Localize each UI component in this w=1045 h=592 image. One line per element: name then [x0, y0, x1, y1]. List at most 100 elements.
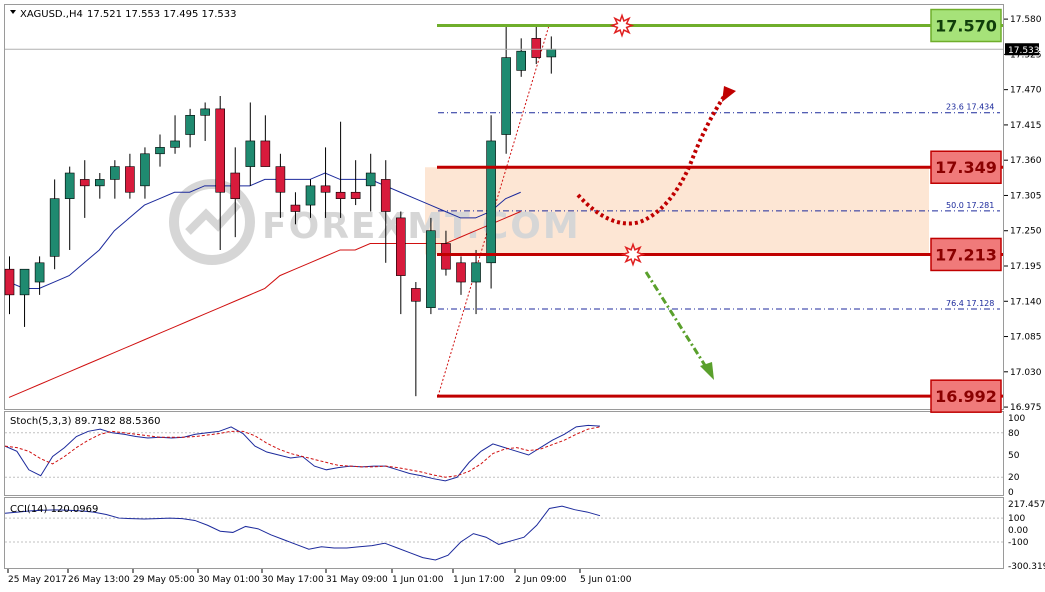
- level-badge: [930, 237, 1002, 272]
- current-price-label: 17.533: [1008, 46, 1040, 56]
- breakout-marker-top: [609, 13, 635, 38]
- candle-bear: [441, 243, 451, 270]
- level-badge-label: 16.992: [935, 387, 997, 406]
- candle-bull: [95, 179, 105, 187]
- cci-tick-label: -300.319: [1008, 562, 1045, 572]
- candle-bull: [486, 140, 496, 264]
- price-tick-label: 17.085: [1010, 333, 1042, 343]
- current-price-badge: [1005, 43, 1039, 56]
- price-tick-label: 17.360: [1010, 156, 1042, 166]
- candle-bear: [4, 268, 15, 296]
- fib-label: 76.4 17.128: [946, 299, 994, 308]
- cci-tick-label: -100: [1008, 538, 1029, 548]
- candle-bear: [260, 140, 271, 167]
- forecast-down-arrow-head: [700, 362, 714, 380]
- cci-tick-label: 0.00: [1008, 526, 1028, 536]
- price-tick-label: 17.415: [1010, 121, 1042, 131]
- level-badge-label: 17.349: [935, 158, 997, 177]
- candle-bear: [125, 166, 135, 193]
- stoch-d-line: [4, 426, 601, 478]
- cci-line: [4, 505, 601, 561]
- candle-bull: [305, 185, 316, 206]
- candle-bull: [140, 153, 150, 187]
- symbol-label: XAGUSD.,H4: [20, 9, 83, 20]
- time-tick-label: 5 Jun 01:00: [580, 575, 632, 585]
- candle-bear: [456, 262, 466, 283]
- price-tick-label: 17.140: [1010, 297, 1042, 307]
- price-tick-label: 17.305: [1010, 191, 1042, 201]
- level-badge-label: 17.213: [935, 245, 997, 264]
- fib-label: 23.6 17.434: [946, 103, 994, 112]
- forecast-down-arrow: [644, 271, 708, 368]
- candle-bull: [365, 172, 376, 187]
- candle-bull: [185, 114, 195, 135]
- price-tick-label: 17.030: [1010, 368, 1042, 378]
- main-panel-frame: [4, 4, 1004, 410]
- candle-bull: [200, 108, 210, 116]
- cci-panel-frame: [4, 497, 1004, 569]
- candle-bear: [79, 179, 90, 187]
- candle-bull: [516, 50, 527, 71]
- time-tick-label: 26 May 13:00: [68, 575, 130, 585]
- stoch-tick-label: 80: [1008, 429, 1020, 439]
- candle-bull: [170, 140, 180, 148]
- watermark: FOREXMT.COM: [169, 179, 581, 265]
- cci-tick-label: 217.4573: [1008, 500, 1045, 510]
- time-tick-label: 25 May 2017: [8, 575, 67, 585]
- time-tick-label: 30 May 17:00: [262, 575, 324, 585]
- candle-bear: [335, 191, 346, 199]
- time-tick-label: 31 May 09:00: [326, 575, 388, 585]
- candle-bear: [350, 191, 361, 199]
- level-badge: [930, 150, 1002, 184]
- candle-bull: [34, 262, 45, 283]
- price-tick-label: 17.525: [1010, 50, 1042, 60]
- candle-bear: [320, 185, 331, 193]
- stoch-panel-frame: [4, 411, 1004, 496]
- price-tick-label: 17.250: [1010, 227, 1042, 237]
- candle-bear: [215, 108, 225, 193]
- breakout-marker-mid: [620, 242, 646, 267]
- candle-bull: [110, 166, 120, 180]
- candle-bear: [411, 288, 421, 302]
- stoch-label: Stoch(5,3,3) 89.7182 88.5360: [10, 416, 161, 427]
- price-tick-label: 17.580: [1010, 15, 1042, 25]
- time-tick-label: 29 May 05:00: [133, 575, 195, 585]
- candle-bear: [531, 38, 542, 58]
- cci-tick-label: 100: [1008, 514, 1025, 524]
- stoch-tick-label: 0: [1008, 488, 1014, 498]
- stoch-tick-label: 100: [1008, 414, 1025, 424]
- ma-blue-line: [8, 172, 521, 289]
- candle-bull: [245, 140, 256, 167]
- forecast-up-arrow-head: [722, 86, 736, 102]
- time-tick-label: 1 Jun 01:00: [392, 575, 444, 585]
- candle-bear: [290, 204, 301, 212]
- candle-bull: [426, 230, 436, 308]
- candle-bear: [395, 217, 406, 276]
- price-tick-label: 17.470: [1010, 86, 1042, 96]
- time-tick-label: 1 Jun 17:00: [453, 575, 505, 585]
- level-badge: [930, 379, 1002, 413]
- candle-bull: [546, 48, 557, 58]
- candle-bull: [155, 147, 165, 155]
- candle-bull: [49, 198, 60, 257]
- candle-bull: [19, 268, 30, 296]
- time-tick-label: 2 Jun 09:00: [515, 575, 567, 585]
- symbol-dropdown-icon[interactable]: [10, 10, 16, 14]
- price-tick-label: 16.975: [1010, 403, 1042, 413]
- candle-bull: [501, 57, 511, 135]
- stoch-tick-label: 20: [1008, 473, 1020, 483]
- stoch-tick-label: 50: [1008, 451, 1020, 461]
- ohlc-label: 17.521 17.553 17.495 17.533: [87, 9, 237, 20]
- candle-bear: [230, 172, 241, 199]
- price-tick-label: 17.195: [1010, 262, 1042, 272]
- fib-label: 50.0 17.281: [946, 201, 994, 210]
- candle-bear: [275, 166, 286, 193]
- candle-bull: [471, 262, 481, 283]
- watermark-text: FOREXMT.COM: [262, 206, 581, 247]
- cci-label: CCI(14) 120.0969: [10, 504, 98, 515]
- level-badge-label: 17.570: [935, 17, 997, 36]
- candle-bear: [380, 179, 391, 212]
- level-badge: [930, 8, 1002, 43]
- time-tick-label: 30 May 01:00: [198, 575, 260, 585]
